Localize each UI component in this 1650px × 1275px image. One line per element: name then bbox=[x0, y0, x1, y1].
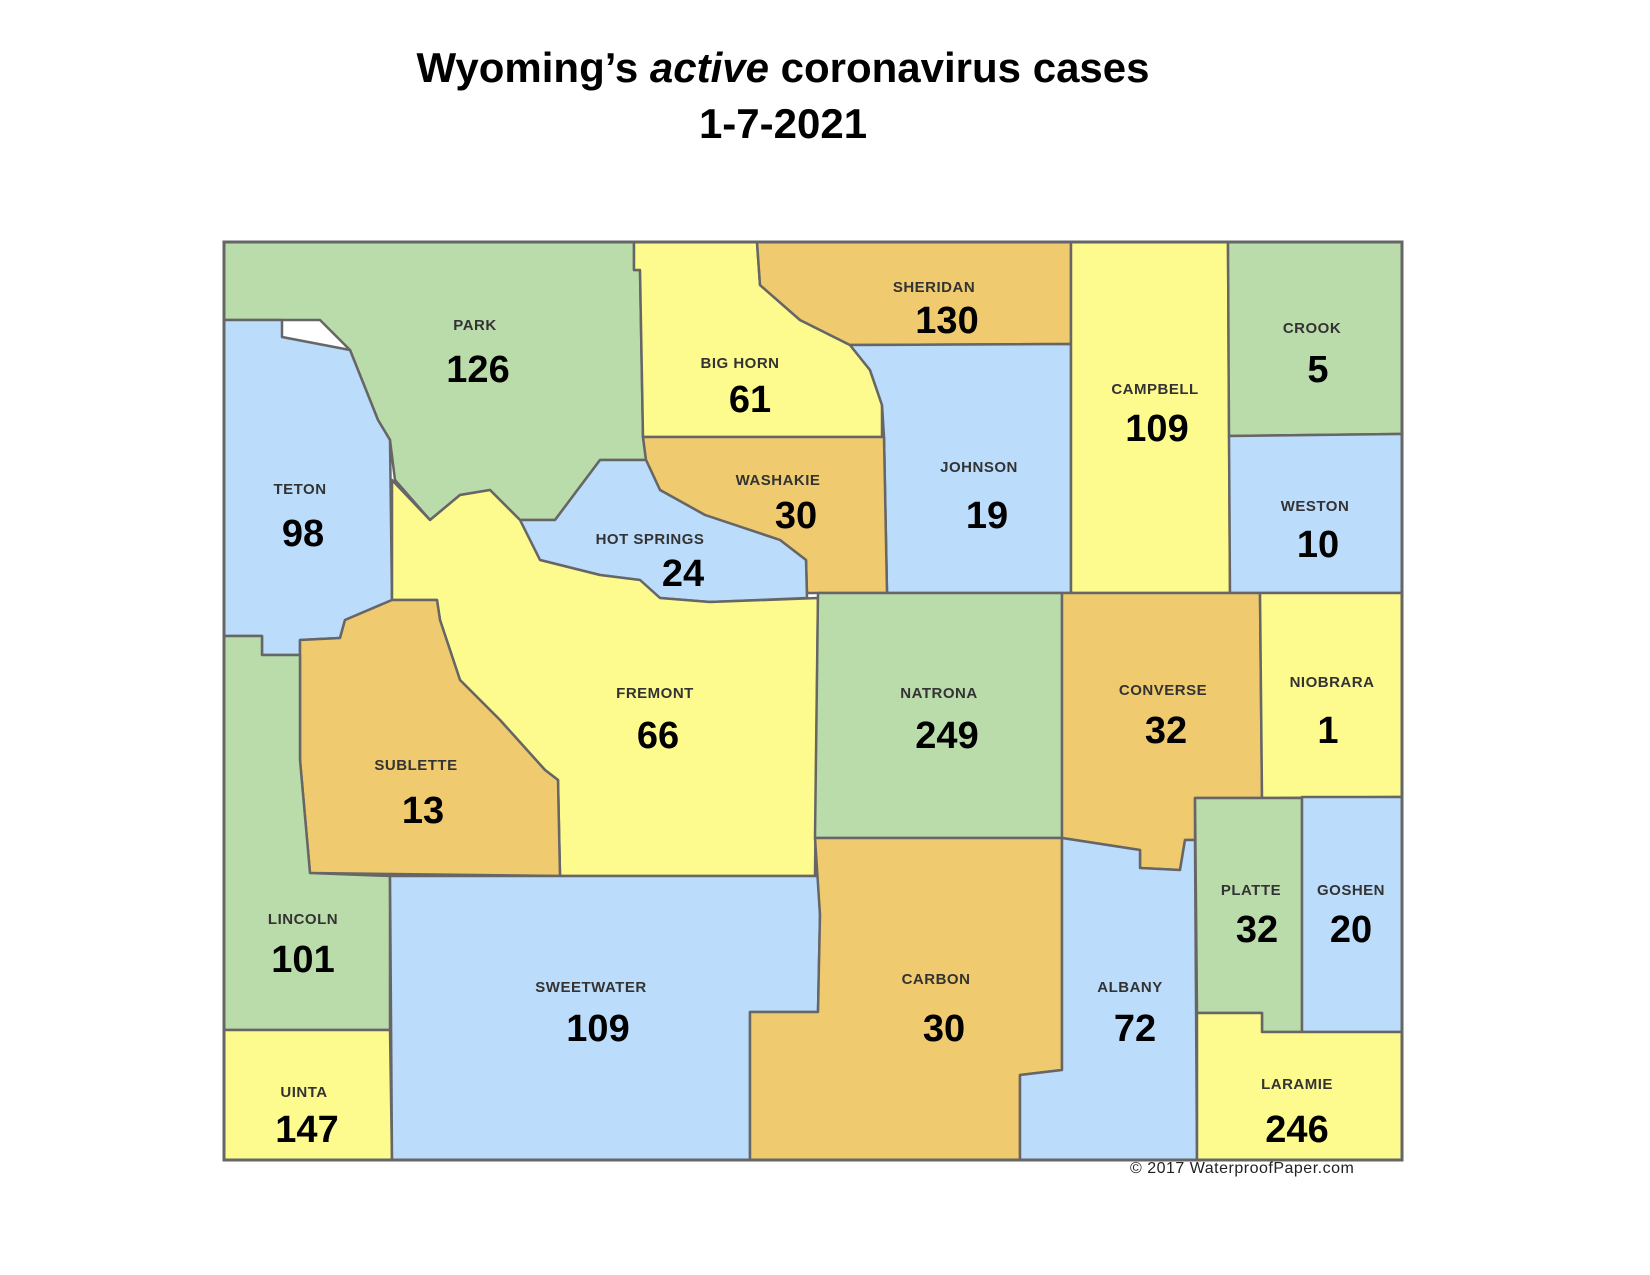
county-cases-johnson: 19 bbox=[966, 495, 1008, 537]
county-name-lincoln: LINCOLN bbox=[268, 911, 338, 928]
county-cases-converse: 32 bbox=[1145, 710, 1187, 752]
county-name-sheridan: SHERIDAN bbox=[893, 279, 975, 296]
county-name-crook: CROOK bbox=[1283, 320, 1341, 337]
title-prefix: Wyoming’s bbox=[416, 44, 650, 91]
county-cases-big-horn: 61 bbox=[729, 379, 771, 421]
county-cases-sublette: 13 bbox=[402, 790, 444, 832]
county-cases-albany: 72 bbox=[1114, 1008, 1156, 1050]
county-name-fremont: FREMONT bbox=[616, 685, 694, 702]
county-name-albany: ALBANY bbox=[1097, 979, 1163, 996]
county-cases-goshen: 20 bbox=[1330, 909, 1372, 951]
county-name-teton: TETON bbox=[273, 481, 326, 498]
county-name-sweetwater: SWEETWATER bbox=[535, 979, 646, 996]
county-name-platte: PLATTE bbox=[1221, 882, 1281, 899]
county-name-niobrara: NIOBRARA bbox=[1290, 674, 1375, 691]
county-cases-crook: 5 bbox=[1307, 349, 1328, 391]
county-cases-weston: 10 bbox=[1297, 524, 1339, 566]
title-date: 1-7-2021 bbox=[698, 100, 868, 147]
county-name-campbell: CAMPBELL bbox=[1111, 381, 1198, 398]
state-outline bbox=[222, 240, 1404, 1162]
county-name-natrona: NATRONA bbox=[900, 685, 977, 702]
county-crook bbox=[1226, 240, 1404, 438]
county-cases-laramie: 246 bbox=[1265, 1109, 1328, 1151]
county-cases-hot-springs: 24 bbox=[662, 553, 704, 595]
title-line: Wyoming’s active coronavirus cases bbox=[0, 40, 1566, 96]
title-suffix: coronavirus cases bbox=[768, 44, 1150, 91]
county-cases-carbon: 30 bbox=[923, 1008, 965, 1050]
county-cases-park: 126 bbox=[446, 349, 509, 391]
county-name-johnson: JOHNSON bbox=[940, 459, 1018, 476]
county-cases-uinta: 147 bbox=[275, 1109, 338, 1151]
county-cases-teton: 98 bbox=[282, 513, 324, 555]
county-name-hot-springs: HOT SPRINGS bbox=[596, 531, 705, 548]
county-cases-natrona: 249 bbox=[915, 715, 978, 757]
county-cases-campbell: 109 bbox=[1125, 408, 1188, 450]
county-niobrara bbox=[1258, 591, 1404, 800]
county-name-uinta: UINTA bbox=[280, 1084, 327, 1101]
county-cases-washakie: 30 bbox=[775, 495, 817, 537]
county-name-goshen: GOSHEN bbox=[1317, 882, 1385, 899]
county-cases-fremont: 66 bbox=[637, 715, 679, 757]
county-cases-sweetwater: 109 bbox=[566, 1008, 629, 1050]
county-cases-lincoln: 101 bbox=[271, 939, 334, 981]
county-name-weston: WESTON bbox=[1281, 498, 1350, 515]
map-title: Wyoming’s active coronavirus cases 1-7-2… bbox=[0, 40, 1566, 152]
county-name-sublette: SUBLETTE bbox=[374, 757, 457, 774]
title-emphasis: active bbox=[649, 44, 769, 91]
county-cases-platte: 32 bbox=[1236, 909, 1278, 951]
county-cases-sheridan: 130 bbox=[915, 300, 978, 342]
county-name-carbon: CARBON bbox=[902, 971, 971, 988]
county-name-big-horn: BIG HORN bbox=[701, 355, 780, 372]
copyright-text: © 2017 WaterproofPaper.com bbox=[1130, 1160, 1355, 1177]
county-name-laramie: LARAMIE bbox=[1261, 1076, 1333, 1093]
county-name-washakie: WASHAKIE bbox=[736, 472, 821, 489]
county-cases-niobrara: 1 bbox=[1317, 710, 1338, 752]
county-name-park: PARK bbox=[453, 317, 496, 334]
county-name-converse: CONVERSE bbox=[1119, 682, 1207, 699]
